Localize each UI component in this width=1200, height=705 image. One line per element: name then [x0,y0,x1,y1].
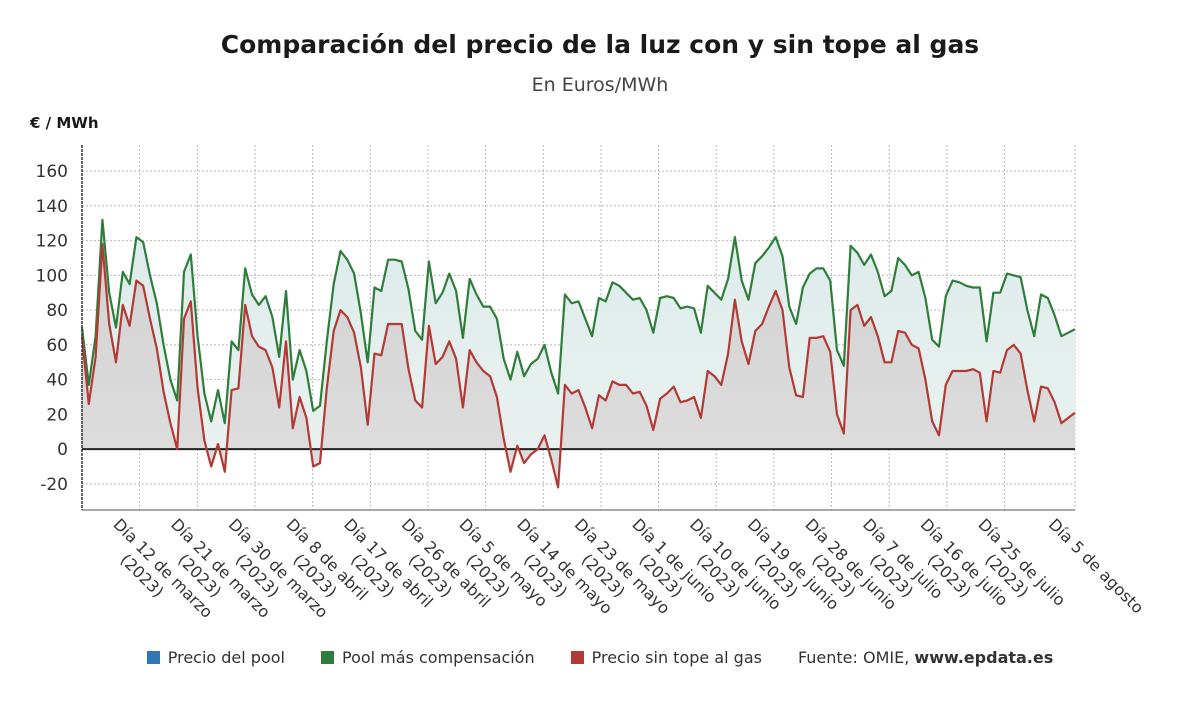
source-prefix: Fuente: OMIE, [797,648,910,667]
axes [81,145,1075,511]
series-areas [82,219,1075,488]
y-tick-label: 40 [46,371,68,391]
legend-item-no-cap[interactable]: Precio sin tope al gas [570,648,762,667]
legend-swatch-no-cap [570,651,584,664]
legend: Precio del pool Pool más compensación Pr… [0,648,1200,667]
y-axis-unit-label: € / MWh [30,114,99,132]
legend-label-compensation: Pool más compensación [341,648,535,667]
line-pool-mas-compensacion [80,218,1076,425]
y-tick-label: 160 [36,162,68,182]
y-tick-label: 20 [46,405,68,425]
series-lines [80,218,1076,489]
y-tick-label: 100 [36,266,68,286]
y-tick-label: 140 [36,197,68,217]
legend-item-pool[interactable]: Precio del pool [146,648,285,667]
chart-subtitle: En Euros/MWh [531,74,669,96]
line-precio-sin-tope [80,243,1076,489]
legend-swatch-compensation [320,651,334,664]
legend-label-pool: Precio del pool [167,648,285,667]
chart-title: Comparación del precio de la luz con y s… [220,30,980,59]
y-tick-label: 0 [57,440,68,460]
x-tick-labels: Día 12 de marzo(2023) Día 21 de marzo(202… [110,515,1148,622]
legend-item-compensation[interactable]: Pool más compensación [320,648,535,667]
legend-label-no-cap: Precio sin tope al gas [591,648,762,667]
area-precio-sin-tope [82,244,1075,488]
source-site: www.epdata.es [914,648,1054,667]
y-tick-labels: -20 0 20 40 60 80 100 120 140 160 [36,162,68,495]
y-tick-label: -20 [40,475,68,495]
y-tick-label: 60 [46,336,68,356]
y-tick-label: 80 [46,301,68,321]
legend-swatch-pool [146,651,160,664]
source-note: Fuente: OMIE, www.epdata.es [798,648,1053,667]
y-tick-label: 120 [36,232,68,252]
